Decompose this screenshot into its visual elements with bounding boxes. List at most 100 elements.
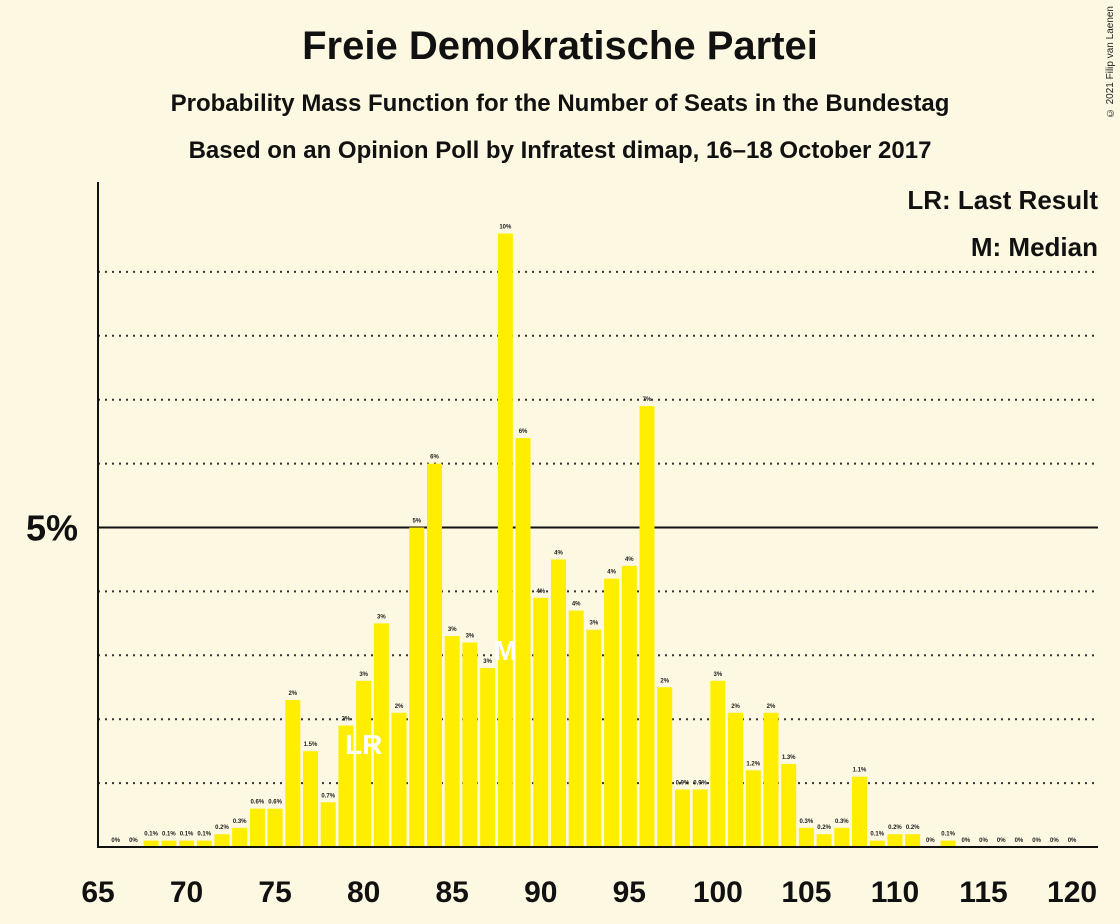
data-label: 0.3%: [800, 819, 814, 825]
data-label: 10%: [499, 225, 512, 231]
x-tick-label: 100: [693, 876, 743, 909]
bar: [356, 680, 372, 847]
bar: [232, 827, 248, 847]
bar: [214, 834, 230, 847]
data-label: 3%: [448, 627, 457, 633]
x-tick-label: 70: [170, 876, 203, 909]
bar: [444, 636, 460, 847]
bar: [852, 776, 868, 847]
data-label: 0%: [961, 838, 970, 844]
bar: [621, 565, 637, 847]
bar: [196, 840, 212, 847]
bar: [869, 840, 885, 847]
bar: [391, 712, 407, 847]
bar: [285, 700, 301, 847]
x-tick-label: 90: [524, 876, 557, 909]
bar: [905, 834, 921, 847]
data-label: 0.1%: [870, 832, 884, 838]
data-label: 0.6%: [251, 800, 265, 806]
data-label: 1.1%: [853, 768, 867, 774]
data-label: 0%: [129, 838, 138, 844]
bar: [763, 712, 779, 847]
bar: [338, 725, 354, 847]
bar: [940, 840, 956, 847]
data-label: 3%: [483, 659, 492, 665]
data-label: 0.9%: [676, 780, 690, 786]
data-label: 3%: [590, 621, 599, 627]
bar: [816, 834, 832, 847]
x-tick-label: 65: [81, 876, 114, 909]
data-label: 0%: [1015, 838, 1024, 844]
data-label: 1.2%: [746, 761, 760, 767]
median-marker: M: [494, 635, 517, 666]
x-tick-label: 115: [959, 876, 1007, 909]
chart-subtitle: Probability Mass Function for the Number…: [170, 90, 950, 117]
chart-title: Freie Demokratische Partei: [302, 24, 818, 68]
bar: [179, 840, 195, 847]
bar: [303, 751, 319, 847]
data-label: 6%: [519, 429, 528, 435]
data-label: 4%: [572, 602, 581, 608]
bar: [161, 840, 177, 847]
x-tick-label: 75: [258, 876, 291, 909]
x-tick-label: 110: [871, 876, 919, 909]
bar: [692, 789, 708, 847]
data-label: 2%: [288, 691, 297, 697]
data-label: 0.3%: [233, 819, 247, 825]
bar: [533, 597, 549, 847]
chart-subtitle-poll: Based on an Opinion Poll by Infratest di…: [188, 137, 932, 164]
data-label: 1.3%: [782, 755, 796, 761]
bar: [798, 827, 814, 847]
bar: [639, 406, 655, 847]
data-label: 2%: [395, 704, 404, 710]
legend-median: M: Median: [971, 232, 1098, 262]
data-label: 0.2%: [817, 825, 831, 831]
data-label: 2%: [660, 678, 669, 684]
bar: [249, 808, 265, 847]
data-label: 3%: [377, 614, 386, 620]
bar: [568, 610, 584, 847]
data-label: 3%: [466, 634, 475, 640]
data-label: 0.6%: [268, 800, 282, 806]
y-tick-label: 5%: [26, 508, 78, 549]
data-label: 0.1%: [197, 832, 211, 838]
data-label: 0%: [979, 838, 988, 844]
data-label: 4%: [625, 557, 634, 563]
bar: [586, 629, 602, 847]
bar: [373, 623, 389, 847]
legend-last-result: LR: Last Result: [907, 185, 1098, 215]
data-label: 4%: [607, 570, 616, 576]
data-label: 0.2%: [888, 825, 902, 831]
x-tick-label: 85: [436, 876, 469, 909]
data-label: 0.3%: [835, 819, 849, 825]
data-label: 0%: [111, 838, 120, 844]
data-label: 0.2%: [215, 825, 229, 831]
bar: [887, 834, 903, 847]
data-label: 5%: [412, 519, 421, 525]
bar: [550, 559, 566, 847]
bar: [728, 712, 744, 847]
data-label: 0%: [1032, 838, 1041, 844]
data-label: 2%: [767, 704, 776, 710]
bar: [267, 808, 283, 847]
data-label: 3%: [359, 672, 368, 678]
data-label: 7%: [643, 397, 652, 403]
x-tick-label: 105: [781, 876, 831, 909]
bar: [409, 527, 425, 847]
data-label: 4%: [536, 589, 545, 595]
data-label: 3%: [714, 672, 723, 678]
bar: [480, 668, 496, 847]
data-label: 0%: [1068, 838, 1077, 844]
bar: [426, 463, 442, 847]
bar: [781, 763, 797, 847]
data-label: 1.5%: [304, 742, 318, 748]
data-label: 4%: [554, 550, 563, 556]
data-label: 0.1%: [162, 832, 176, 838]
data-label: 0.1%: [144, 832, 158, 838]
data-label: 0%: [997, 838, 1006, 844]
last-result-marker: LR: [345, 729, 382, 760]
data-label: 6%: [430, 455, 439, 461]
bar: [674, 789, 690, 847]
data-label: 0%: [1050, 838, 1059, 844]
